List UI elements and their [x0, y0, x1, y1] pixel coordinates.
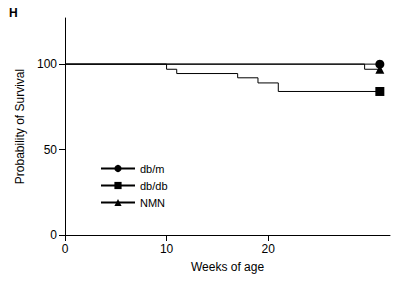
svg-text:Probability of Survival: Probability of Survival: [13, 69, 27, 184]
svg-text:0: 0: [50, 228, 57, 242]
svg-text:10: 10: [160, 242, 174, 256]
svg-text:H: H: [9, 6, 18, 20]
svg-text:Weeks of age: Weeks of age: [191, 260, 264, 274]
svg-text:20: 20: [261, 242, 275, 256]
svg-text:db/db: db/db: [140, 180, 168, 192]
svg-text:50: 50: [44, 143, 58, 157]
svg-text:db/m: db/m: [140, 163, 164, 175]
svg-text:NMN: NMN: [140, 197, 165, 209]
svg-text:0: 0: [62, 242, 69, 256]
svg-text:100: 100: [37, 57, 57, 71]
